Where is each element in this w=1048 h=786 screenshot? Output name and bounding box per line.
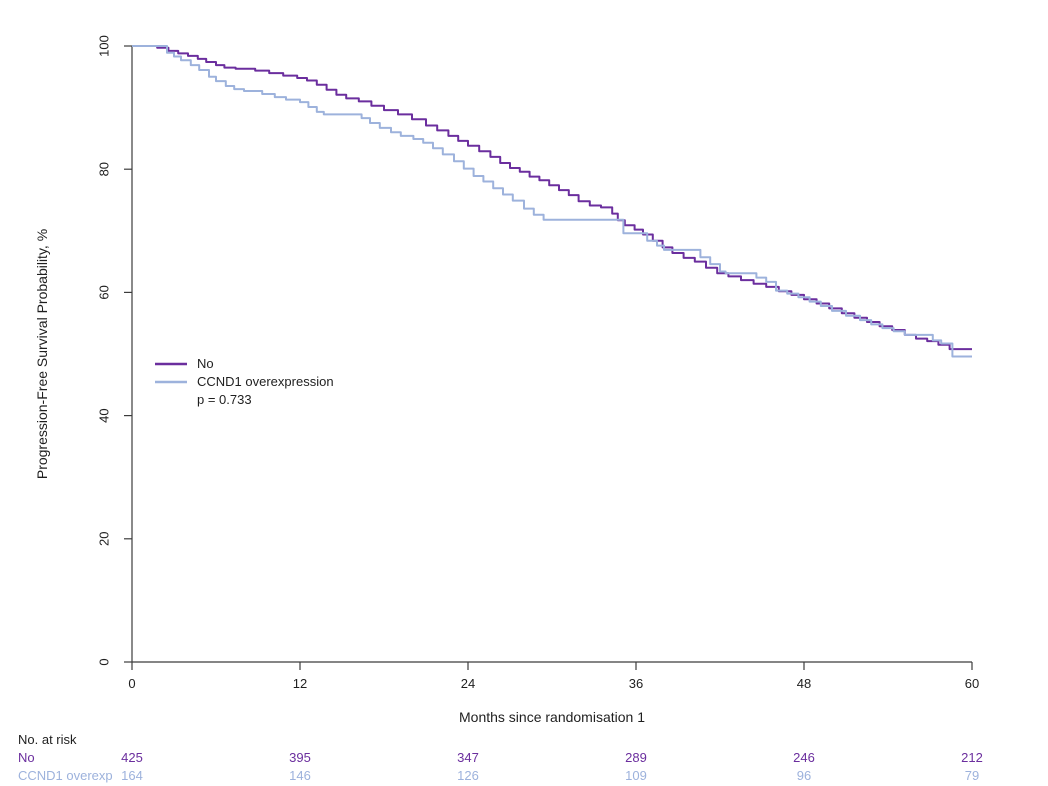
km-curve-ccnd1 bbox=[132, 45, 972, 358]
risk-value: 425 bbox=[121, 750, 143, 765]
legend-label-ccnd1: CCND1 overexpression bbox=[197, 374, 334, 389]
x-tick-label: 0 bbox=[128, 676, 135, 691]
y-tick-label: 40 bbox=[97, 408, 112, 422]
x-tick-label: 60 bbox=[965, 676, 979, 691]
survival-curves bbox=[132, 45, 972, 358]
risk-value: 79 bbox=[965, 768, 979, 783]
risk-row-label-no: No bbox=[18, 750, 35, 765]
x-tick-label: 36 bbox=[629, 676, 643, 691]
x-axis-ticks: 0 12 24 36 48 60 bbox=[128, 662, 979, 691]
risk-value: 289 bbox=[625, 750, 647, 765]
risk-row-label-ccnd1: CCND1 overexp bbox=[18, 768, 113, 783]
y-tick-label: 60 bbox=[97, 285, 112, 299]
legend: No CCND1 overexpression p = 0.733 bbox=[155, 356, 334, 407]
y-tick-label: 80 bbox=[97, 162, 112, 176]
p-value-label: p = 0.733 bbox=[197, 392, 252, 407]
risk-value: 246 bbox=[793, 750, 815, 765]
y-tick-label: 0 bbox=[97, 658, 112, 665]
y-tick-label: 20 bbox=[97, 532, 112, 546]
legend-label-no: No bbox=[197, 356, 214, 371]
risk-value: 126 bbox=[457, 768, 479, 783]
km-curve-no bbox=[132, 45, 972, 351]
risk-value: 146 bbox=[289, 768, 311, 783]
risk-value: 212 bbox=[961, 750, 983, 765]
risk-value: 109 bbox=[625, 768, 647, 783]
x-tick-label: 12 bbox=[293, 676, 307, 691]
risk-table: No. at risk No CCND1 overexp 425 395 347 28… bbox=[18, 732, 983, 783]
x-tick-label: 24 bbox=[461, 676, 475, 691]
risk-value: 164 bbox=[121, 768, 143, 783]
y-axis-title: Progression-Free Survival Probability, % bbox=[34, 229, 50, 479]
x-axis-title: Months since randomisation 1 bbox=[459, 709, 645, 725]
risk-value: 347 bbox=[457, 750, 479, 765]
y-axis-ticks: 0 20 40 60 80 100 bbox=[97, 35, 132, 666]
risk-table-header: No. at risk bbox=[18, 732, 77, 747]
risk-values: 425 395 347 289 246 212 164 146 126 109 96 79 bbox=[121, 750, 983, 783]
x-tick-label: 48 bbox=[797, 676, 811, 691]
risk-value: 96 bbox=[797, 768, 811, 783]
risk-value: 395 bbox=[289, 750, 311, 765]
y-tick-label: 100 bbox=[97, 35, 112, 57]
